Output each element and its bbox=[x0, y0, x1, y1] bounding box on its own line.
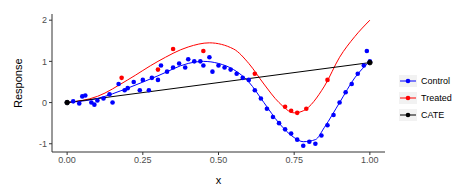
svg-text:0.25: 0.25 bbox=[134, 155, 152, 165]
html-text:Control: Control bbox=[421, 76, 450, 86]
svg-text:0.75: 0.75 bbox=[285, 155, 303, 165]
svg-text:2: 2 bbox=[42, 15, 47, 25]
svg-text:0.50: 0.50 bbox=[210, 155, 228, 165]
svg-text:1.00: 1.00 bbox=[361, 155, 379, 165]
html-text:CATE: CATE bbox=[421, 110, 445, 120]
svg-text:Response: Response bbox=[12, 58, 24, 108]
svg-text:1: 1 bbox=[42, 57, 47, 67]
svg-text:0: 0 bbox=[42, 98, 47, 108]
svg-text:0.00: 0.00 bbox=[58, 155, 76, 165]
svg-text:x: x bbox=[216, 174, 222, 186]
html-text:Treated: Treated bbox=[421, 93, 452, 103]
svg-text:-1: -1 bbox=[39, 139, 47, 149]
